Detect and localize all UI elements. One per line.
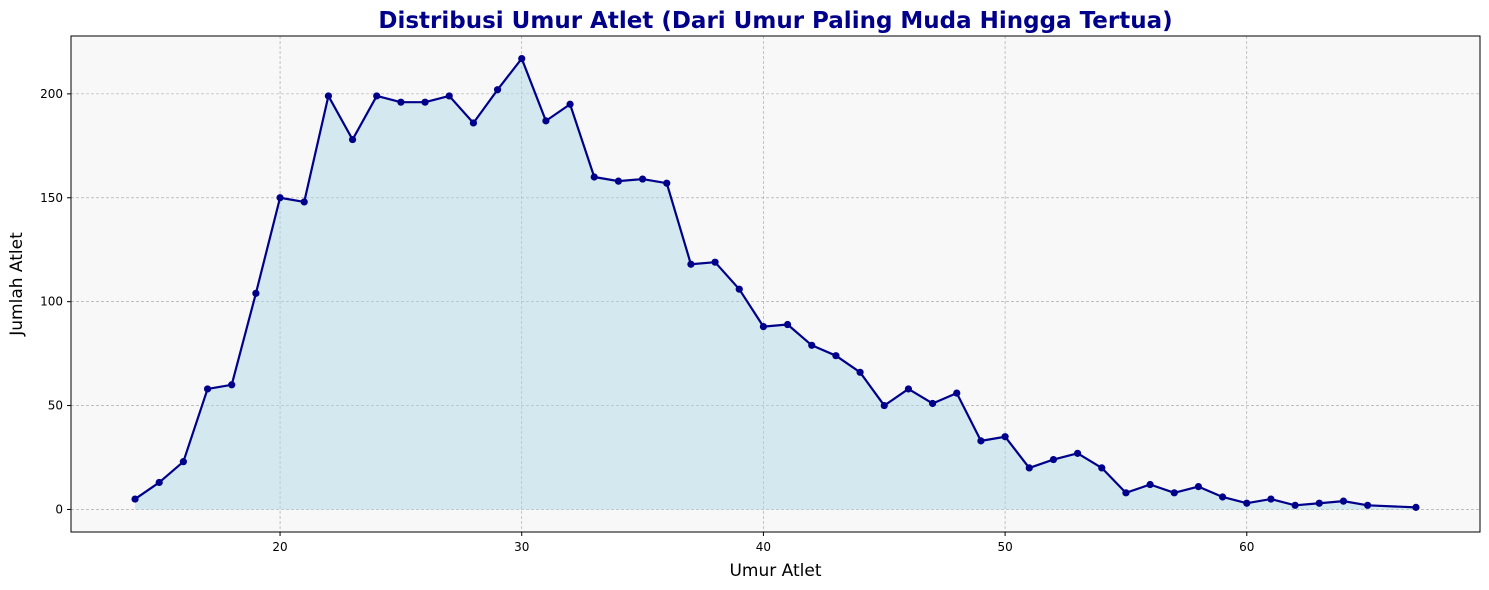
data-point: [493, 86, 502, 94]
data-point: [977, 437, 985, 445]
data-point: [324, 92, 332, 100]
plot-frame: [70, 35, 1481, 533]
data-point: [397, 98, 405, 106]
data-point: [131, 495, 139, 503]
data-point: [735, 285, 743, 293]
data-point: [1219, 493, 1227, 501]
x-tick-label: 30: [514, 540, 529, 554]
data-point: [880, 401, 888, 410]
data-point: [856, 368, 864, 376]
data-point: [252, 289, 260, 297]
data-point: [1194, 482, 1203, 491]
data-point: [783, 320, 792, 329]
data-point: [953, 389, 961, 397]
data-point: [542, 117, 550, 125]
data-point: [1339, 497, 1348, 505]
data-point: [1001, 433, 1009, 441]
x-axis-label: Umur Atlet: [729, 561, 821, 581]
y-tick-label: 50: [48, 399, 63, 413]
data-point: [1122, 489, 1130, 497]
data-point: [518, 54, 526, 63]
chart-title: Distribusi Umur Atlet (Dari Umur Paling …: [378, 8, 1172, 34]
y-tick-label: 200: [40, 87, 63, 101]
data-point: [1098, 464, 1106, 472]
y-tick-label: 100: [40, 295, 63, 309]
data-point: [1315, 499, 1323, 507]
data-point: [711, 258, 719, 266]
data-point: [1364, 501, 1372, 509]
y-tick-label: 0: [55, 502, 63, 516]
data-point: [348, 135, 357, 144]
area-fill: [135, 58, 1416, 510]
data-point: [759, 322, 768, 331]
data-point: [445, 92, 453, 100]
data-point: [638, 175, 647, 183]
data-point: [373, 92, 381, 100]
data-point: [832, 352, 840, 360]
data-point: [1267, 495, 1275, 503]
data-point: [904, 385, 913, 393]
data-point: [1291, 501, 1299, 509]
data-point: [276, 194, 284, 202]
data-point: [590, 173, 598, 181]
data-point: [1146, 480, 1154, 489]
x-tick-label: 20: [272, 540, 287, 554]
data-point: [1170, 489, 1178, 497]
x-tick-label: 50: [997, 540, 1012, 554]
data-point: [300, 198, 308, 206]
data-point: [808, 341, 816, 349]
data-point: [155, 478, 163, 487]
y-axis-label: Jumlah Atlet: [7, 232, 27, 337]
data-point: [614, 177, 623, 185]
data-point: [179, 458, 187, 466]
x-tick-label: 40: [756, 540, 771, 554]
data-point: [228, 381, 236, 389]
data-point: [663, 179, 671, 187]
data-point: [566, 100, 574, 108]
x-tick-label: 60: [1239, 540, 1254, 554]
ticks: 20 30 40 50 60 0 50 100 150 200: [40, 87, 1254, 554]
data-point: [469, 119, 477, 127]
markers: [131, 54, 1420, 511]
data-point: [1025, 464, 1033, 472]
data-point: [203, 385, 212, 393]
data-point: [1243, 499, 1251, 507]
data-point: [1049, 455, 1058, 464]
data-point: [687, 260, 695, 268]
data-point: [1074, 449, 1082, 457]
data-point: [928, 399, 937, 408]
y-tick-label: 150: [40, 191, 63, 205]
data-point: [421, 98, 429, 106]
data-point: [1412, 503, 1420, 511]
